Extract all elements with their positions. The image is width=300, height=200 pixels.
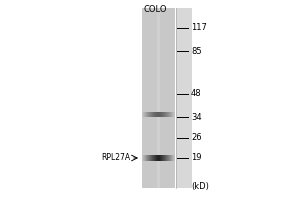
Bar	[164, 155, 165, 161]
Bar	[159, 112, 160, 116]
Bar	[147, 112, 148, 116]
Bar	[158, 112, 159, 116]
Bar	[157, 8, 160, 188]
Bar	[154, 112, 155, 116]
Bar	[148, 112, 149, 116]
Bar	[165, 155, 166, 161]
Bar	[166, 155, 167, 161]
Bar	[144, 155, 145, 161]
Text: 26: 26	[191, 134, 202, 142]
Text: COLO: COLO	[143, 5, 167, 14]
Bar	[159, 155, 160, 161]
Bar	[153, 155, 154, 161]
Bar	[162, 155, 163, 161]
Bar	[152, 112, 153, 116]
Bar	[170, 112, 171, 116]
Bar	[156, 112, 157, 116]
Text: 19: 19	[191, 154, 202, 162]
Bar	[149, 112, 150, 116]
Bar	[142, 112, 143, 116]
Bar	[146, 155, 147, 161]
Bar	[169, 155, 170, 161]
Bar	[168, 155, 169, 161]
Bar	[174, 112, 175, 116]
Bar	[150, 112, 151, 116]
Bar	[169, 155, 170, 161]
Bar	[144, 112, 145, 116]
Bar	[167, 155, 168, 161]
Bar	[155, 155, 156, 161]
Bar	[142, 155, 143, 161]
Text: 48: 48	[191, 90, 202, 98]
Bar	[149, 155, 150, 161]
Text: RPL27A: RPL27A	[101, 154, 130, 162]
Bar	[169, 112, 170, 116]
Bar	[156, 155, 157, 161]
Bar	[171, 155, 172, 161]
Text: (kD): (kD)	[191, 182, 209, 191]
Text: 85: 85	[191, 46, 202, 55]
Bar	[169, 112, 170, 116]
Bar	[173, 155, 174, 161]
Bar	[170, 155, 171, 161]
Bar	[150, 155, 151, 161]
Bar	[143, 155, 144, 161]
Bar	[151, 112, 152, 116]
Bar	[154, 112, 155, 116]
Bar	[173, 112, 174, 116]
Bar	[155, 112, 156, 116]
Bar	[154, 155, 155, 161]
Bar	[158, 155, 159, 161]
Bar	[142, 8, 175, 188]
Bar	[165, 112, 166, 116]
Bar	[161, 112, 162, 116]
Bar	[174, 155, 175, 161]
Bar	[161, 155, 162, 161]
Bar	[143, 112, 144, 116]
Bar	[153, 112, 154, 116]
Bar	[166, 112, 167, 116]
Bar	[154, 155, 155, 161]
Bar	[162, 112, 163, 116]
Bar	[146, 112, 147, 116]
Bar	[145, 155, 146, 161]
Bar	[160, 155, 161, 161]
Bar	[151, 155, 152, 161]
Bar	[168, 112, 169, 116]
Bar	[163, 155, 164, 161]
Bar	[145, 112, 146, 116]
Bar	[172, 155, 173, 161]
Bar	[157, 112, 158, 116]
Bar	[157, 155, 158, 161]
Bar	[160, 112, 161, 116]
Text: 34: 34	[191, 112, 202, 121]
Bar	[163, 112, 164, 116]
Bar	[164, 112, 165, 116]
Bar	[152, 155, 153, 161]
Bar	[172, 112, 173, 116]
Bar	[171, 112, 172, 116]
Bar	[148, 155, 149, 161]
Bar	[147, 155, 148, 161]
Text: 117: 117	[191, 23, 207, 32]
Bar	[167, 112, 168, 116]
Bar	[176, 8, 192, 188]
